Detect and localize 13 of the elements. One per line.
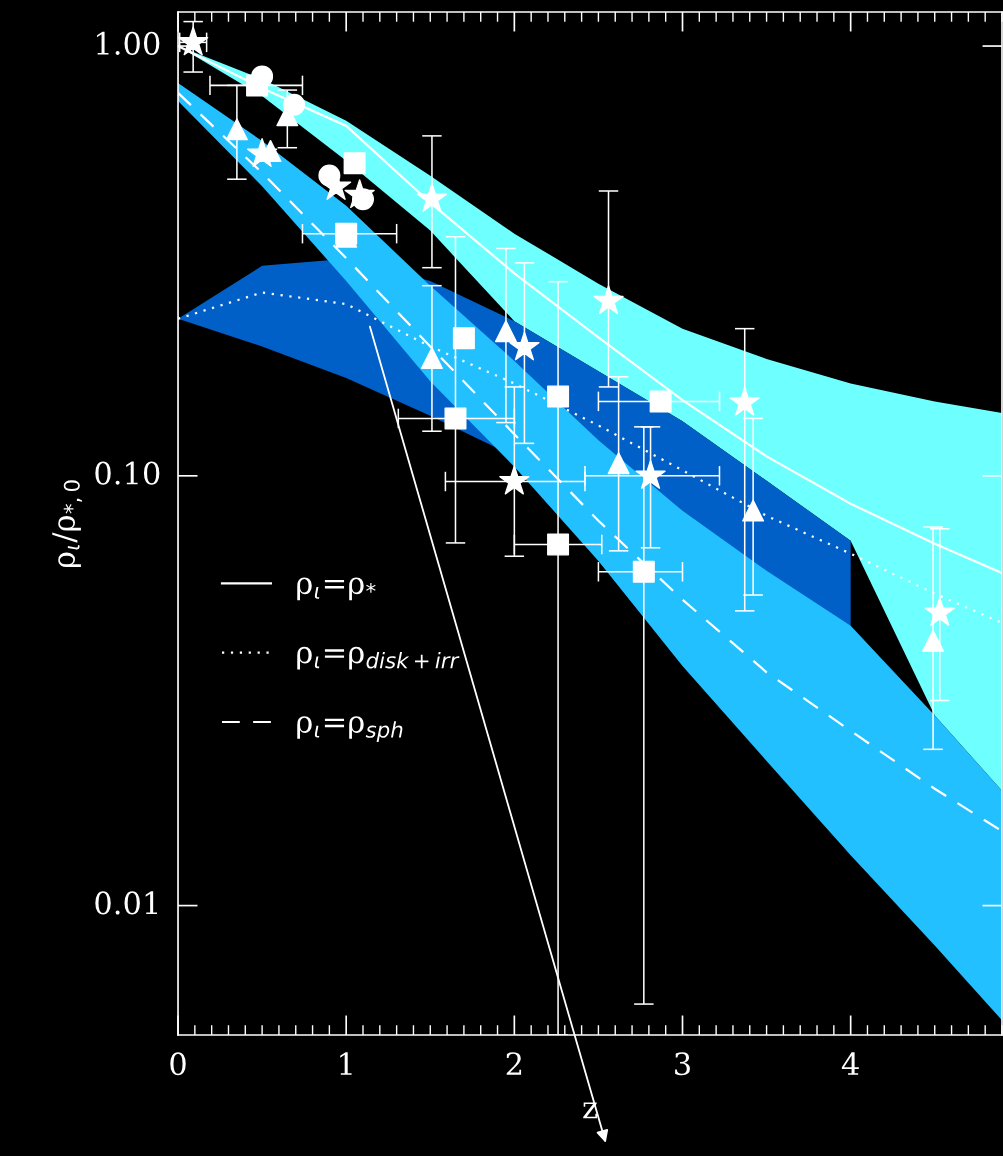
legend-label: ρ$_{ι}$=ρ$_{*}$ xyxy=(297,577,376,601)
y-axis-title: ρ$_{ι}$/ρ$_{*,0}$ xyxy=(52,480,83,568)
y-tick-label: 0.10 xyxy=(95,461,160,485)
y-tick-label: 0.01 xyxy=(95,891,158,915)
x-tick-label: 1 xyxy=(340,1052,352,1075)
x-tick-label: 3 xyxy=(675,1052,690,1076)
legend-label: ρ$_{ι}$=ρ$_{sph}$ xyxy=(297,716,403,742)
x-axis-title: z xyxy=(583,1102,597,1119)
x-tick-label: 4 xyxy=(841,1052,859,1075)
x-tick-label: 0 xyxy=(170,1052,186,1076)
y-tick-label: 1.00 xyxy=(97,31,160,55)
x-tick-label: 2 xyxy=(506,1052,522,1075)
legend-label: ρ$_{ι}$=ρ$_{disk+irr}$ xyxy=(297,646,460,670)
